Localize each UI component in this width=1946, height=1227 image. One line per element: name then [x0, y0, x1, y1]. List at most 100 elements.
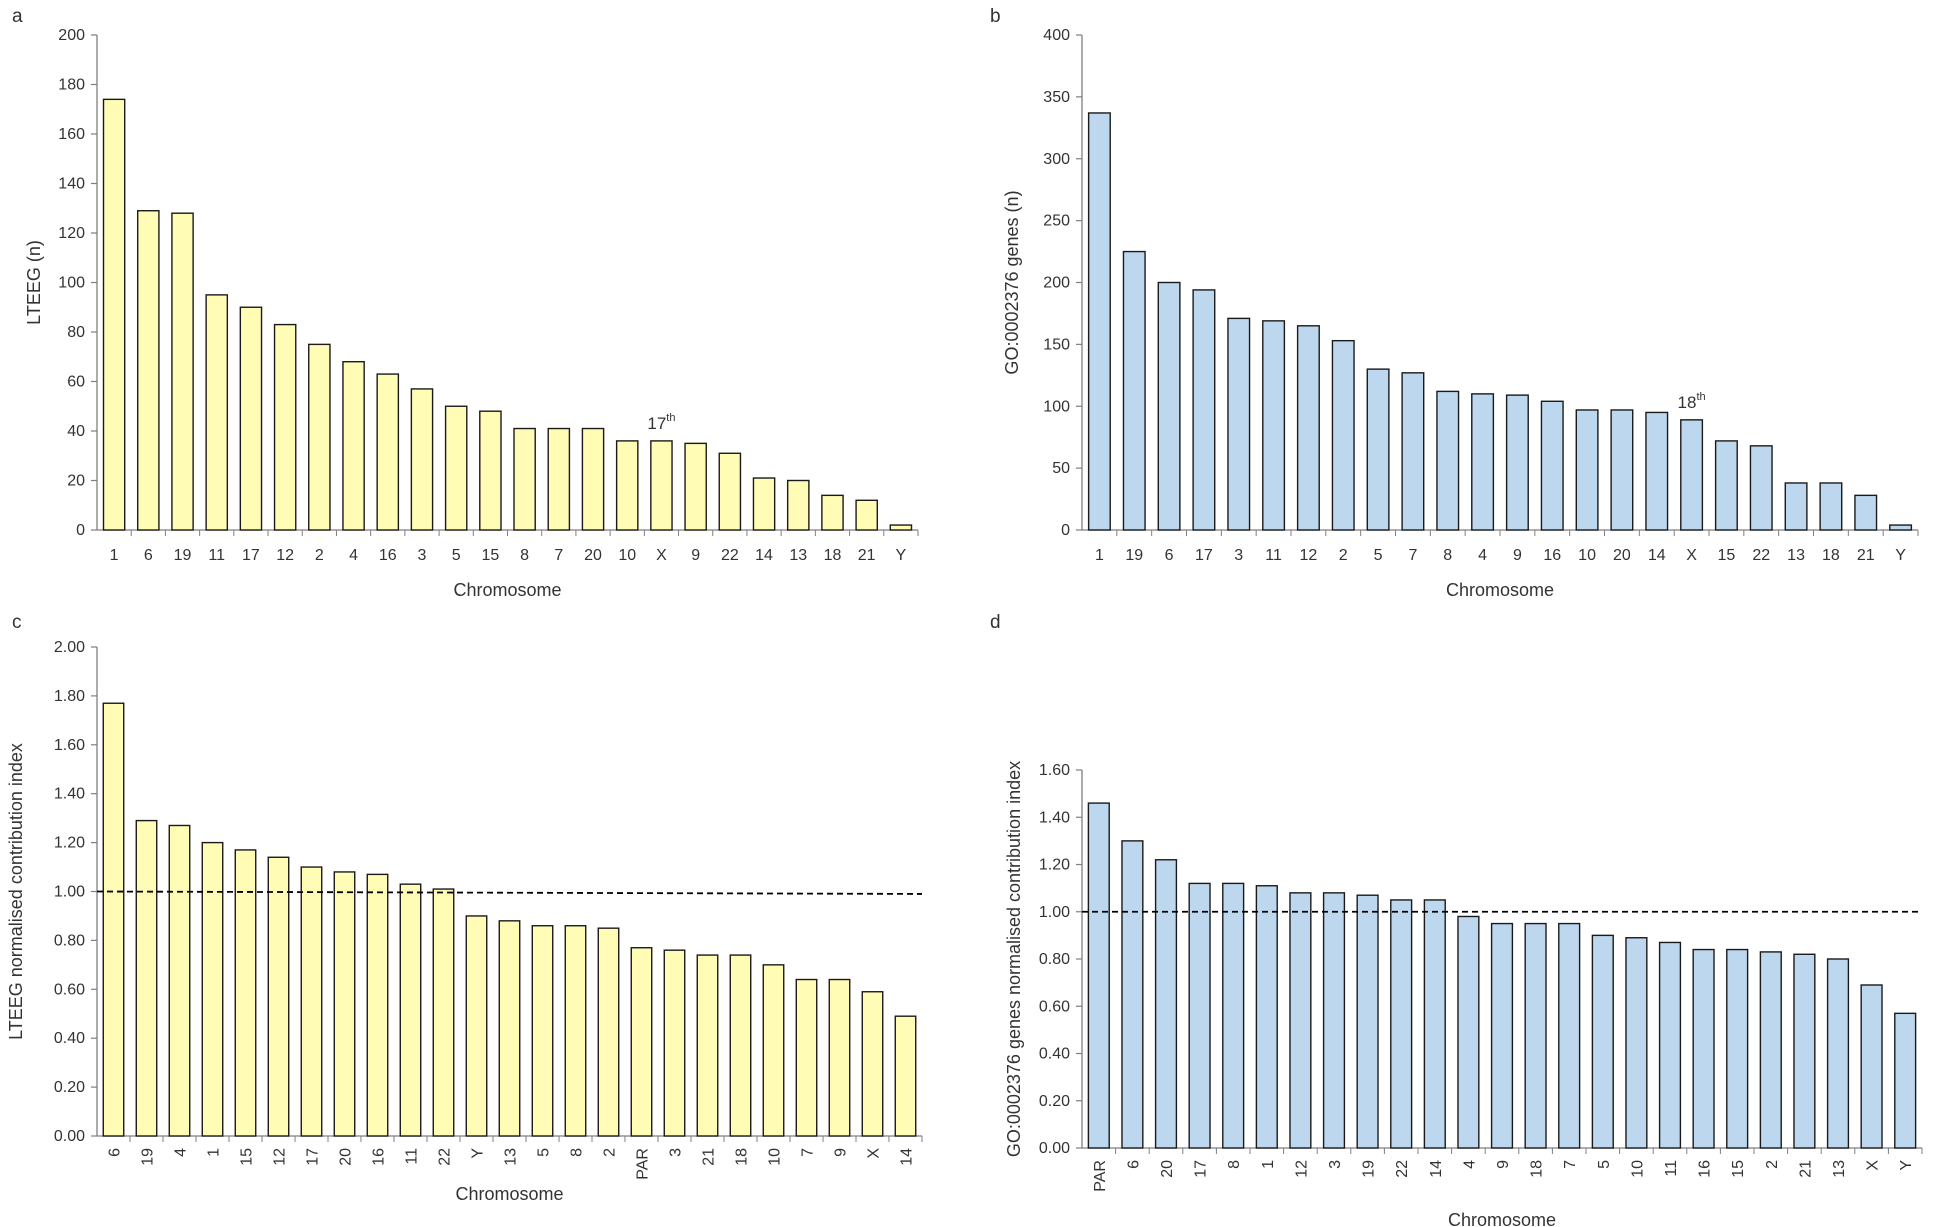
x-tick-label: 4	[173, 1148, 190, 1157]
y-tick-label: 120	[58, 225, 85, 242]
bar-12	[267, 856, 290, 1137]
bar-21	[696, 954, 719, 1137]
x-tick-label: 10	[1629, 1160, 1646, 1178]
x-tick-label: 12	[1300, 547, 1318, 564]
bar-14	[894, 1015, 917, 1137]
y-tick-label: 300	[1043, 151, 1070, 168]
x-tick-label: 6	[1165, 547, 1174, 564]
bar-1	[1087, 112, 1111, 531]
x-tick-label: 12	[272, 1148, 289, 1166]
y-tick-label: 0.40	[1039, 1046, 1070, 1063]
x-tick-label: 9	[691, 547, 700, 564]
bar-21	[1793, 953, 1816, 1149]
bar-3	[1322, 892, 1346, 1149]
y-tick-label: 0	[1061, 522, 1070, 539]
x-tick-label: X	[1865, 1160, 1882, 1171]
bar-22	[432, 888, 455, 1137]
x-tick-label: 10	[618, 547, 636, 564]
y-tick-label: 1.60	[1039, 762, 1070, 779]
bar-4	[1457, 915, 1480, 1149]
bar-18	[1819, 482, 1843, 531]
bar-20	[581, 427, 605, 531]
x-tick-label: 3	[1234, 547, 1243, 564]
bar-19	[171, 212, 194, 531]
bar-1	[102, 98, 126, 531]
x-tick-label: 6	[144, 547, 153, 564]
x-tick-label: 19	[1361, 1160, 1378, 1178]
bar-Y	[1894, 1012, 1917, 1149]
bar-17	[1192, 289, 1216, 531]
bar-4	[168, 824, 191, 1137]
bar-6	[102, 702, 125, 1137]
bar-15	[479, 410, 502, 531]
x-tick-label: 8	[520, 547, 529, 564]
x-tick-label: 7	[1408, 547, 1417, 564]
x-tick-label: 18	[734, 1148, 751, 1166]
y-tick-label: 150	[1043, 336, 1070, 353]
bar-6	[137, 210, 160, 531]
x-tick-label: 9	[1513, 547, 1522, 564]
y-tick-label: 100	[1043, 398, 1070, 415]
bar-2	[597, 927, 620, 1137]
x-tick-label: X	[656, 547, 667, 564]
x-tick-label: 6	[1125, 1160, 1142, 1169]
y-tick-label: 0.20	[54, 1079, 85, 1096]
x-tick-label: 2	[315, 547, 324, 564]
y-tick-label: 250	[1043, 213, 1070, 230]
bar-10	[762, 964, 785, 1137]
x-tick-label: 17	[1195, 547, 1213, 564]
x-tick-label: 14	[1428, 1160, 1445, 1178]
x-tick-label: 9	[833, 1148, 850, 1157]
bar-PAR	[630, 947, 653, 1137]
y-tick-label: 0.60	[54, 981, 85, 998]
y-tick-label: 0.60	[1039, 998, 1070, 1015]
x-tick-label: 5	[1374, 547, 1383, 564]
bar-2	[308, 343, 331, 531]
bar-6	[1157, 281, 1181, 531]
bar-X	[1860, 984, 1883, 1149]
bar-X	[861, 991, 884, 1137]
x-tick-label: 15	[1730, 1160, 1747, 1178]
bar-13	[786, 479, 810, 531]
x-tick-label: 4	[349, 547, 358, 564]
x-tick-label: 20	[1159, 1160, 1176, 1178]
bar-Y	[889, 524, 913, 531]
y-tick-label: 1.00	[54, 884, 85, 901]
bar-14	[752, 477, 776, 531]
bar-16	[366, 873, 389, 1137]
y-axis-title: GO:0002376 genes (n)	[1002, 190, 1022, 374]
x-tick-label: 22	[1752, 547, 1770, 564]
x-tick-label: 18	[824, 547, 842, 564]
x-tick-label: 4	[1461, 1160, 1478, 1169]
x-tick-label: 5	[536, 1148, 553, 1157]
bar-5	[444, 405, 468, 531]
bar-11	[1262, 320, 1286, 531]
bar-7	[1401, 372, 1425, 531]
x-tick-label: 7	[800, 1148, 817, 1157]
y-tick-label: 1.00	[1039, 904, 1070, 921]
x-tick-label: 16	[1697, 1160, 1714, 1178]
x-tick-label: 13	[1831, 1160, 1848, 1178]
x-axis-title: Chromosome	[455, 1184, 563, 1204]
bar-4	[342, 361, 365, 531]
bar-10	[1625, 937, 1648, 1149]
bar-13	[498, 920, 521, 1137]
x-tick-label: 13	[789, 547, 807, 564]
y-tick-label: 0.20	[1039, 1093, 1070, 1110]
bar-20	[1154, 859, 1178, 1149]
bar-19	[1122, 250, 1146, 531]
x-tick-label: 8	[1443, 547, 1452, 564]
x-tick-label: Y	[896, 547, 907, 564]
y-tick-label: 1.40	[54, 786, 85, 803]
panel-letter: b	[990, 6, 1001, 27]
x-tick-label: 7	[554, 547, 563, 564]
bar-8	[564, 925, 587, 1137]
y-tick-label: 140	[58, 176, 85, 193]
x-tick-label: 22	[437, 1148, 454, 1166]
x-tick-label: 6	[107, 1148, 124, 1157]
x-tick-label: 17	[305, 1148, 322, 1166]
y-tick-label: 400	[1043, 27, 1070, 44]
x-tick-label: 13	[503, 1148, 520, 1166]
y-tick-label: 0.00	[1039, 1140, 1070, 1157]
x-tick-label: Y	[1895, 547, 1906, 564]
